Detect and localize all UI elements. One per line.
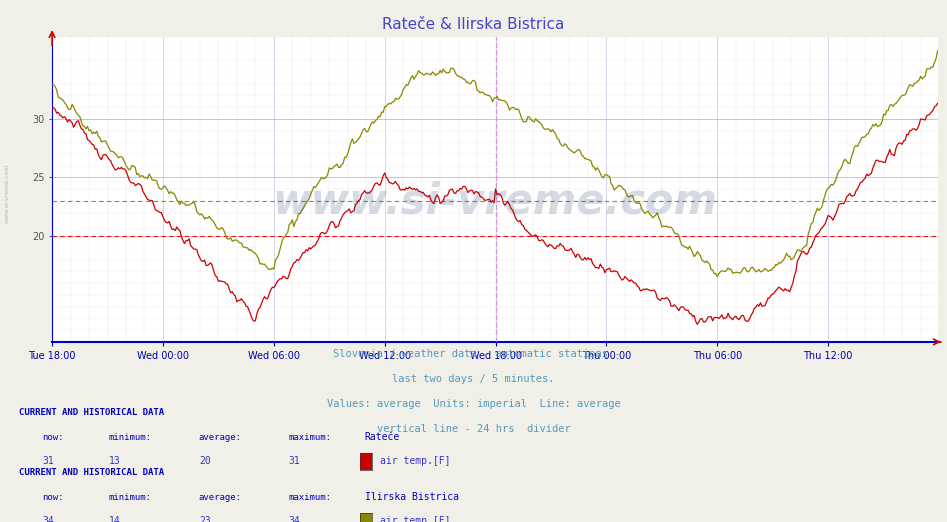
Text: minimum:: minimum:: [109, 433, 152, 442]
Text: minimum:: minimum:: [109, 493, 152, 502]
Text: Slovenia / weather data - automatic stations.: Slovenia / weather data - automatic stat…: [333, 349, 614, 359]
Text: Values: average  Units: imperial  Line: average: Values: average Units: imperial Line: av…: [327, 399, 620, 409]
Text: air temp.[F]: air temp.[F]: [380, 516, 450, 522]
Text: air temp.[F]: air temp.[F]: [380, 456, 450, 466]
Text: www.si-vreme.com: www.si-vreme.com: [273, 181, 717, 222]
Text: www.si-vreme.com: www.si-vreme.com: [5, 163, 10, 223]
Text: 14: 14: [109, 516, 120, 522]
Text: maximum:: maximum:: [289, 433, 331, 442]
Text: maximum:: maximum:: [289, 493, 331, 502]
Text: 23: 23: [199, 516, 210, 522]
Text: 31: 31: [289, 456, 300, 466]
Text: average:: average:: [199, 433, 241, 442]
Text: average:: average:: [199, 493, 241, 502]
Text: last two days / 5 minutes.: last two days / 5 minutes.: [392, 374, 555, 384]
Text: CURRENT AND HISTORICAL DATA: CURRENT AND HISTORICAL DATA: [19, 468, 164, 477]
Text: Ilirska Bistrica: Ilirska Bistrica: [365, 492, 458, 502]
Text: now:: now:: [43, 433, 64, 442]
Text: CURRENT AND HISTORICAL DATA: CURRENT AND HISTORICAL DATA: [19, 408, 164, 417]
Text: vertical line - 24 hrs  divider: vertical line - 24 hrs divider: [377, 424, 570, 434]
Text: 13: 13: [109, 456, 120, 466]
Text: now:: now:: [43, 493, 64, 502]
Text: 20: 20: [199, 456, 210, 466]
Text: 31: 31: [43, 456, 54, 466]
Text: 34: 34: [43, 516, 54, 522]
Text: Rateče: Rateče: [365, 432, 400, 442]
Text: Rateče & Ilirska Bistrica: Rateče & Ilirska Bistrica: [383, 17, 564, 32]
Text: 34: 34: [289, 516, 300, 522]
